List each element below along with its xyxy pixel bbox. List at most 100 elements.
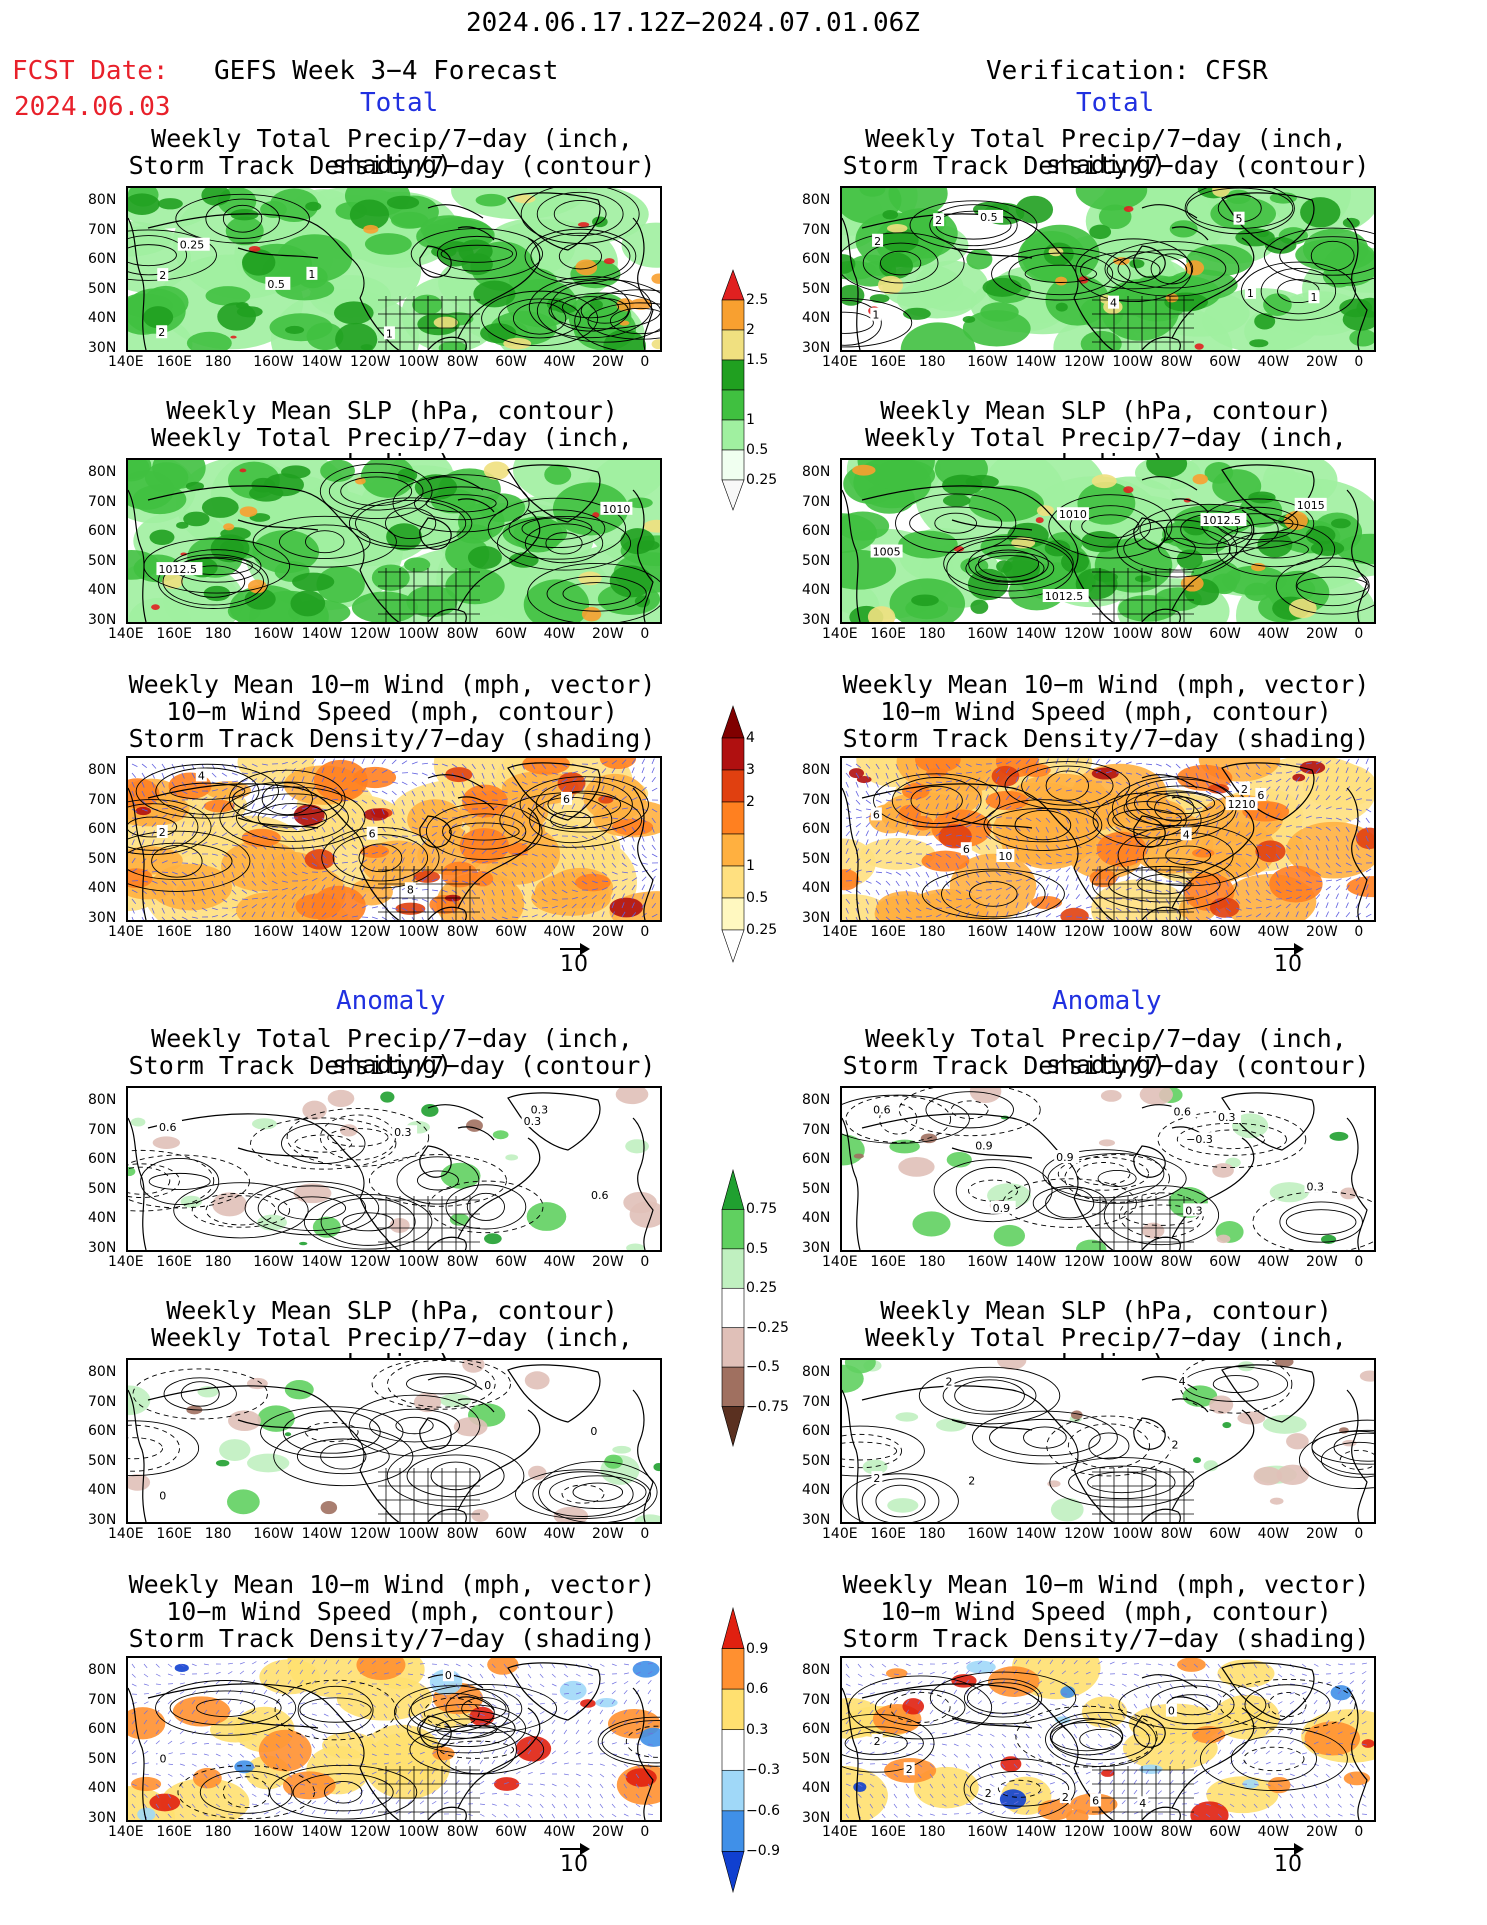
vector-reference-arrow <box>1274 1843 1304 1855</box>
map-panel-fc-total_precip: 2 0.25 0.5 1 2 1 <box>126 186 662 352</box>
latitude-label: 70N <box>88 493 117 510</box>
longitude-label: 140E <box>108 626 144 642</box>
panel-title-line: Weekly Mean SLP (hPa, contour) <box>880 1296 1332 1325</box>
latitude-label: 30N <box>802 909 831 926</box>
longitude-label: 140E <box>822 1254 858 1270</box>
longitude-label: 80W <box>1160 1254 1193 1270</box>
latitude-label: 60N <box>88 1151 117 1167</box>
longitude-label: 120W <box>1064 1254 1105 1270</box>
contour-label: 4 <box>1179 1375 1186 1388</box>
map-svg: 2 4 2 0 6 2 2 <box>842 1658 1374 1820</box>
longitude-label: 20W <box>1306 924 1338 940</box>
longitude-label: 80W <box>446 1824 479 1840</box>
longitude-label: 160W <box>967 1254 1008 1270</box>
longitude-label: 140W <box>1015 1526 1057 1542</box>
longitude-label: 60W <box>1209 1526 1241 1542</box>
longitude-label: 40W <box>543 354 576 370</box>
panel-title-line: Weekly Mean 10−m Wind (mph, vector) <box>842 1570 1370 1599</box>
longitude-label: 60W <box>495 924 527 940</box>
latitude-label: 40N <box>88 310 117 326</box>
latitude-label: 50N <box>802 850 831 867</box>
contour-label: 4 <box>1110 297 1117 310</box>
longitude-label: 60W <box>1209 626 1241 642</box>
longitude-label: 60W <box>495 1526 527 1542</box>
latitude-label: 70N <box>88 791 117 808</box>
panel-title-line: Storm Track Density/7−day (contour) <box>842 151 1370 180</box>
longitude-label: 140W <box>1015 354 1057 370</box>
longitude-label: 80W <box>446 626 479 642</box>
latitude-label: 70N <box>802 221 831 238</box>
panel-title-line: Weekly Mean 10−m Wind (mph, vector) <box>128 670 656 699</box>
longitude-label: 140E <box>822 626 858 642</box>
map-svg: 0.6 0.30.30.60.3 <box>128 1088 660 1250</box>
longitude-label: 100W <box>1112 924 1153 940</box>
latitude-label: 40N <box>802 1780 831 1796</box>
map-svg: 1012.5 1010 <box>128 460 660 622</box>
contour-label: 2 <box>873 1472 880 1485</box>
longitude-label: 140E <box>108 354 144 370</box>
vector-reference-label: 10 <box>1274 1852 1302 1877</box>
longitude-label: 80W <box>1160 354 1193 370</box>
longitude-label: 40W <box>543 1824 576 1840</box>
longitude-label: 160W <box>967 354 1008 370</box>
map-panel-ob-anom_precip: 0.6 0.3 0.9 0.3 0.3 0.6 0.9 −0.3 0.9 <box>840 1086 1376 1252</box>
longitude-label: 0 <box>640 1824 650 1840</box>
longitude-label: 120W <box>350 354 391 370</box>
longitude-label: 20W <box>1306 1824 1338 1840</box>
colorbar-storm_total <box>721 705 745 963</box>
longitude-label: 180 <box>918 1254 946 1270</box>
longitude-label: 0 <box>640 1526 650 1542</box>
contour-label: 0 <box>160 1753 167 1766</box>
colorbar-label: 1 <box>746 412 755 428</box>
contour-label: 5 <box>1236 213 1243 226</box>
contour-label: 2 <box>874 235 881 248</box>
longitude-label: 100W <box>1112 354 1153 370</box>
panel-title-line: Weekly Mean SLP (hPa, contour) <box>166 1296 618 1325</box>
latitude-label: 80N <box>802 464 831 480</box>
contour-label: 0.5 <box>267 278 285 291</box>
panel-title-line: Weekly Total Precip/7−day (inch, shading… <box>865 124 1347 179</box>
longitude-label: 180 <box>204 1526 232 1542</box>
longitude-label: 140W <box>301 1824 343 1840</box>
panel-title-line: Storm Track Density/7−day (shading) <box>842 724 1370 753</box>
contour-label: 0.3 <box>524 1115 542 1128</box>
longitude-label: 140E <box>108 924 144 940</box>
longitude-label: 80W <box>1160 924 1193 940</box>
latitude-label: 50N <box>88 1180 117 1197</box>
panel-title-line: Storm Track Density/7−day (shading) <box>128 724 656 753</box>
latitude-label: 60N <box>88 821 117 837</box>
longitude-label: 60W <box>1209 1824 1241 1840</box>
latitude-label: 30N <box>88 339 117 356</box>
colorbar-label: 0.75 <box>746 1201 778 1218</box>
latitude-label: 70N <box>802 791 831 808</box>
latitude-label: 80N <box>802 1662 831 1678</box>
latitude-label: 50N <box>88 280 117 297</box>
map-panel-ob-total_precip: 1 2 1 0.5 2 4 5 1 <box>840 186 1376 352</box>
contour-label: 0.6 <box>1174 1106 1192 1119</box>
contour-label: 2 <box>158 326 165 339</box>
longitude-label: 140W <box>1015 1824 1057 1840</box>
longitude-label: 160E <box>156 354 192 370</box>
latitude-label: 50N <box>88 552 117 569</box>
longitude-label: 160W <box>253 626 294 642</box>
latitude-label: 40N <box>88 582 117 598</box>
longitude-label: 80W <box>1160 626 1193 642</box>
latitude-label: 30N <box>88 909 117 926</box>
longitude-label: 160W <box>967 1526 1008 1542</box>
contour-label: 2 <box>1171 1438 1178 1451</box>
colorbar-precip_anom <box>721 1168 745 1448</box>
contour-label: 0.3 <box>531 1103 549 1116</box>
longitude-label: 120W <box>1064 1526 1105 1542</box>
latitude-label: 50N <box>802 280 831 297</box>
latitude-label: 60N <box>88 1423 117 1439</box>
contour-label: 2 <box>874 1735 881 1748</box>
longitude-label: 180 <box>204 626 232 642</box>
longitude-label: 40W <box>543 924 576 940</box>
contour-label: 0.3 <box>1218 1111 1236 1124</box>
contour-label: 2 <box>946 1376 953 1389</box>
longitude-label: 180 <box>204 1254 232 1270</box>
panel-title-line: Storm Track Density/7−day (contour) <box>128 151 656 180</box>
longitude-label: 80W <box>446 924 479 940</box>
latitude-label: 80N <box>802 1092 831 1108</box>
latitude-label: 50N <box>88 850 117 867</box>
